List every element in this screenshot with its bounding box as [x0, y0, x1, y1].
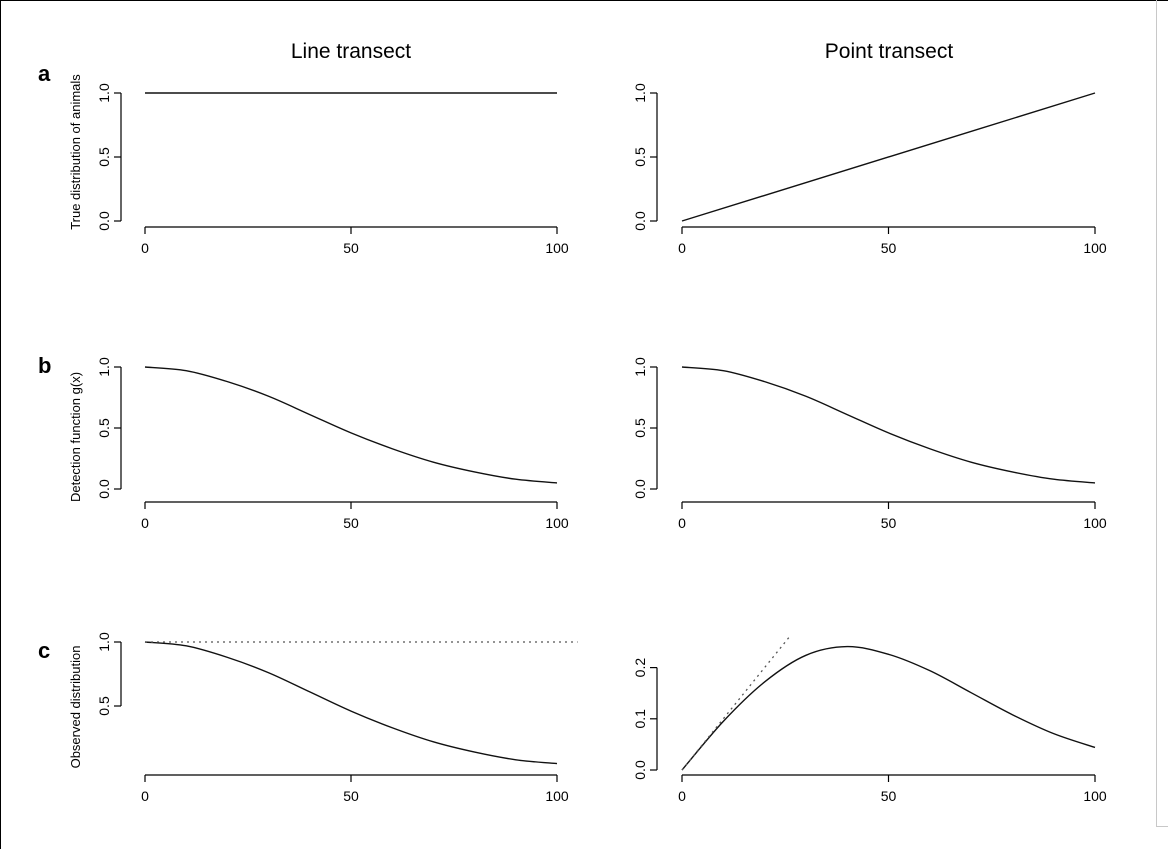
x-tick-label-c-point-1: 50 — [881, 788, 897, 804]
series-line-c-line-0 — [144, 641, 558, 765]
x-tick-label-b-line-2: 100 — [545, 515, 569, 531]
y-tick-label-a-line-2: 1.0 — [96, 83, 112, 103]
panel-c-point: 0.0 0.1 0.2 0 50 100 — [632, 636, 1107, 804]
y-tick-label-c-point-2: 0.2 — [632, 658, 648, 678]
y-tick-label-b-point-1: 0.5 — [632, 418, 648, 438]
ylabel-true-distribution: True distribution of animals — [68, 74, 83, 230]
y-tick-label-b-line-0: 0.0 — [96, 479, 112, 499]
x-tick-label-a-point-0: 0 — [678, 240, 686, 256]
x-tick-label-b-line-0: 0 — [141, 515, 149, 531]
x-tick-label-c-point-0: 0 — [678, 788, 686, 804]
ylabel-observed-distribution: Observed distribution — [68, 646, 83, 769]
ylabel-detection-function: Detection function g(x) — [68, 372, 83, 502]
y-tick-label-b-line-2: 1.0 — [96, 357, 112, 377]
x-tick-label-b-point-1: 50 — [881, 515, 897, 531]
row-letter-b: b — [38, 353, 51, 378]
y-tick-label-c-point-0: 0.0 — [632, 760, 648, 780]
panel-b-line: 0.0 0.5 1.0 0 50 100 — [96, 357, 569, 531]
x-tick-label-a-point-2: 100 — [1083, 240, 1107, 256]
y-tick-label-b-point-2: 1.0 — [632, 357, 648, 377]
column-title-point-transect: Point transect — [825, 40, 954, 63]
figure-frame-right-bottom — [1156, 826, 1168, 827]
x-tick-label-c-line-2: 100 — [545, 788, 569, 804]
panel-a-line: 0.0 0.5 1.0 0 50 100 — [96, 83, 569, 256]
y-tick-label-b-point-0: 0.0 — [632, 479, 648, 499]
x-tick-label-a-line-1: 50 — [343, 240, 359, 256]
row-letter-c: c — [38, 638, 50, 663]
x-tick-label-b-point-2: 100 — [1083, 515, 1107, 531]
x-tick-label-b-line-1: 50 — [343, 515, 359, 531]
x-tick-label-b-point-0: 0 — [678, 515, 686, 531]
y-tick-label-b-line-1: 0.5 — [96, 418, 112, 438]
x-tick-label-c-point-2: 100 — [1083, 788, 1107, 804]
y-tick-label-a-point-1: 0.5 — [632, 147, 648, 167]
x-tick-label-c-line-1: 50 — [343, 788, 359, 804]
column-title-line-transect: Line transect — [291, 40, 411, 63]
figure-frame-right — [1156, 0, 1157, 827]
x-tick-label-a-line-0: 0 — [141, 240, 149, 256]
panel-c-line: 0.5 1.0 0 50 100 — [96, 632, 578, 804]
series-line-a-point-0 — [681, 92, 1096, 222]
dotted-line-c-point-1 — [681, 636, 790, 771]
figure-frame-left — [0, 0, 1, 849]
series-line-c-point-0 — [681, 645, 1096, 771]
panel-b-point: 0.0 0.5 1.0 0 50 100 — [632, 357, 1107, 531]
y-tick-label-a-line-0: 0.0 — [96, 211, 112, 231]
series-line-b-line-0 — [144, 366, 558, 484]
x-tick-label-a-line-2: 100 — [545, 240, 569, 256]
y-tick-label-a-point-0: 0.0 — [632, 211, 648, 231]
x-tick-label-c-line-0: 0 — [141, 788, 149, 804]
y-tick-label-a-point-2: 1.0 — [632, 83, 648, 103]
row-letter-a: a — [38, 61, 51, 86]
y-tick-label-a-line-1: 0.5 — [96, 147, 112, 167]
y-tick-label-c-point-1: 0.1 — [632, 709, 648, 729]
panel-a-point: 0.0 0.5 1.0 0 50 100 — [632, 83, 1107, 256]
y-tick-label-c-line-0: 0.5 — [96, 696, 112, 716]
x-tick-label-a-point-1: 50 — [881, 240, 897, 256]
series-line-b-point-0 — [681, 366, 1096, 484]
figure-frame-top — [0, 0, 1168, 1]
y-tick-label-c-line-1: 1.0 — [96, 632, 112, 652]
